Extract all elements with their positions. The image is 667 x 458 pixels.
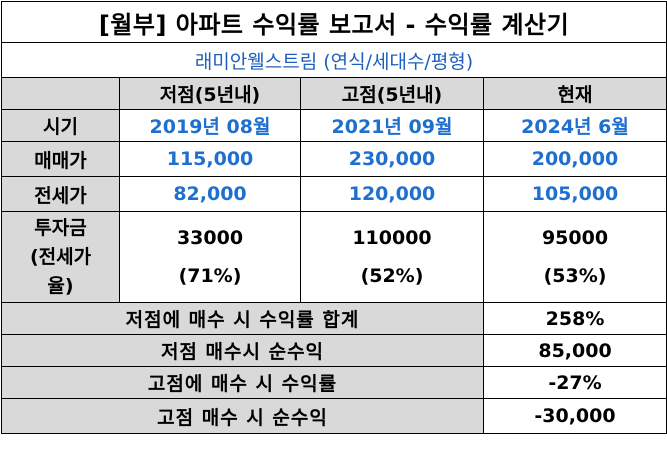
apartment-name: 래미안웰스트림 (연식/세대수/평형): [0, 42, 667, 78]
subtitle-row: 래미안웰스트림 (연식/세대수/평형): [0, 42, 667, 78]
sale-price-high: 230,000: [300, 141, 484, 177]
investment-current-amount: 95000: [541, 227, 609, 249]
investment-high: 110000 (52%): [300, 211, 484, 303]
period-label: 시기: [1, 109, 120, 142]
jeonse-price-label: 전세가: [1, 176, 120, 212]
summary-value-low-return: 258%: [482, 302, 667, 335]
sale-price-current: 200,000: [482, 141, 667, 177]
sale-price-row: 매매가 115,000 230,000 200,000: [1, 141, 667, 177]
header-high-point: 고점(5년내): [300, 77, 484, 110]
summary-label-high-return: 고점에 매수 시 수익률: [1, 366, 484, 399]
jeonse-price-current: 105,000: [482, 176, 667, 212]
header-low-point: 저점(5년내): [119, 77, 301, 110]
report-title: [월부] 아파트 수익률 보고서 - 수익률 계산기: [0, 1, 667, 43]
investment-row: 투자금 (전세가 율) 33000 (71%) 110000 (52%) 950…: [1, 211, 667, 303]
investment-label-line-3: 율): [47, 274, 74, 297]
investment-label: 투자금 (전세가 율): [1, 211, 120, 303]
investment-low-ratio: (71%): [178, 265, 242, 287]
investment-low-amount: 33000: [176, 227, 244, 249]
header-corner-cell: [1, 77, 120, 110]
jeonse-price-low: 82,000: [119, 176, 301, 212]
summary-row-low-return: 저점에 매수 시 수익률 합계 258%: [1, 302, 667, 335]
investment-current: 95000 (53%): [482, 211, 667, 303]
summary-row-low-profit: 저점 매수시 순수익 85,000: [1, 334, 667, 367]
column-header-row: 저점(5년내) 고점(5년내) 현재: [1, 77, 667, 110]
sale-price-low: 115,000: [119, 141, 301, 177]
jeonse-price-row: 전세가 82,000 120,000 105,000: [1, 176, 667, 212]
profit-calculator-table: [월부] 아파트 수익률 보고서 - 수익률 계산기 래미안웰스트림 (연식/세…: [0, 1, 667, 434]
summary-row-high-profit: 고점 매수 시 순수익 -30,000: [1, 398, 667, 434]
summary-label-low-profit: 저점 매수시 순수익: [1, 334, 484, 367]
investment-high-ratio: (52%): [360, 265, 424, 287]
period-low: 2019년 08월: [119, 109, 301, 142]
summary-label-high-profit: 고점 매수 시 순수익: [1, 398, 484, 434]
summary-value-high-profit: -30,000: [482, 398, 667, 434]
summary-row-high-return: 고점에 매수 시 수익률 -27%: [1, 366, 667, 399]
investment-high-amount: 110000: [352, 227, 432, 249]
period-row: 시기 2019년 08월 2021년 09월 2024년 6월: [1, 109, 667, 142]
investment-label-line-2: (전세가: [29, 245, 92, 268]
period-current: 2024년 6월: [482, 109, 667, 142]
summary-label-low-return: 저점에 매수 시 수익률 합계: [1, 302, 484, 335]
summary-value-low-profit: 85,000: [482, 334, 667, 367]
investment-label-line-1: 투자금: [34, 216, 87, 239]
jeonse-price-high: 120,000: [300, 176, 484, 212]
summary-value-high-return: -27%: [482, 366, 667, 399]
sale-price-label: 매매가: [1, 141, 120, 177]
period-high: 2021년 09월: [300, 109, 484, 142]
header-current: 현재: [482, 77, 667, 110]
title-row: [월부] 아파트 수익률 보고서 - 수익률 계산기: [0, 1, 667, 43]
investment-low: 33000 (71%): [119, 211, 301, 303]
investment-current-ratio: (53%): [543, 265, 607, 287]
